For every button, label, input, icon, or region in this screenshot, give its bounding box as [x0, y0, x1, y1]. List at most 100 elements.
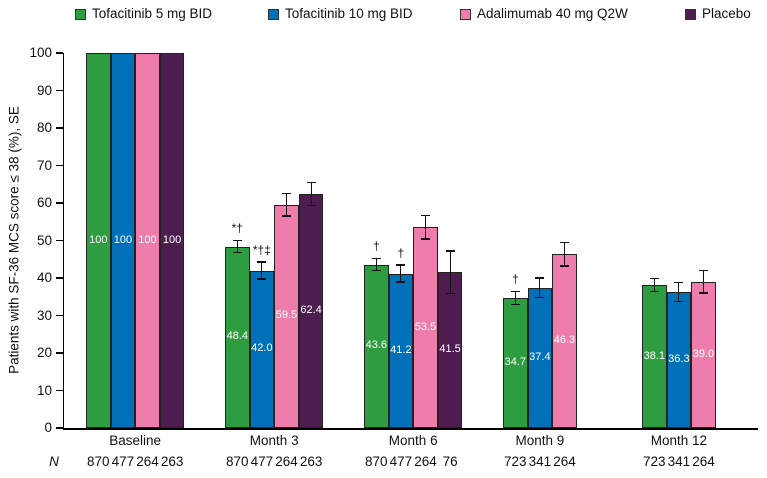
bar-value-label: 48.4 — [226, 330, 248, 343]
bar — [437, 272, 463, 428]
significance-annotation: † — [372, 239, 380, 254]
y-tick-label: 70 — [36, 157, 52, 173]
bar — [388, 273, 414, 428]
y-tick-mark — [56, 202, 63, 204]
bar — [298, 194, 324, 428]
error-bar-line — [653, 278, 655, 292]
n-value: 341 — [667, 454, 691, 469]
error-bar-line — [375, 258, 377, 271]
error-bar-line — [310, 182, 312, 206]
error-bar-cap-bottom — [232, 252, 242, 254]
error-bar-cap-bottom — [306, 204, 316, 206]
error-bar-cap-top — [560, 242, 569, 244]
y-tick-label: 90 — [36, 82, 52, 98]
bar-value-label: 41.2 — [390, 343, 412, 356]
bar — [86, 53, 111, 428]
error-bar-line — [678, 282, 680, 302]
error-bar-cap-top — [421, 215, 430, 217]
y-tick-mark — [56, 164, 63, 167]
error-bar-cap-top — [371, 257, 381, 259]
n-value: 264 — [414, 454, 437, 469]
error-bar-cap-bottom — [560, 265, 569, 267]
n-value: 477 — [111, 454, 135, 469]
bar-value-label: 53.5 — [414, 320, 437, 333]
y-tick-label: 20 — [36, 345, 52, 360]
y-tick-mark — [56, 239, 63, 242]
n-value: 723 — [504, 454, 527, 469]
n-value: 263 — [299, 454, 323, 469]
error-bar-cap-bottom — [421, 238, 430, 240]
error-bar-cap-top — [649, 277, 659, 280]
bar-value-label: 39.0 — [692, 347, 715, 360]
error-bar-cap-bottom — [257, 278, 267, 280]
x-axis-line — [62, 428, 758, 430]
significance-annotation: *† — [231, 221, 243, 236]
error-bar-line — [514, 291, 516, 305]
bar-value-label: 100 — [113, 233, 133, 246]
bar-value-label: 38.1 — [643, 349, 665, 362]
bar-value-label: 34.7 — [504, 355, 526, 368]
y-tick-mark — [56, 314, 63, 317]
error-bar-cap-top — [445, 250, 455, 252]
error-bar-line — [449, 251, 451, 294]
bar — [503, 297, 528, 428]
y-tick-mark — [56, 89, 63, 92]
y-tick-label: 30 — [36, 307, 52, 323]
significance-annotation: † — [511, 272, 519, 287]
error-bar-cap-top — [510, 290, 520, 292]
n-value: 477 — [250, 454, 274, 469]
bar-value-label: 43.6 — [365, 339, 387, 352]
bar-value-label: 62.4 — [300, 304, 322, 316]
error-bar-cap-bottom — [396, 281, 406, 283]
bar — [249, 270, 275, 428]
bar-value-label: 37.4 — [529, 350, 551, 363]
n-value: 263 — [160, 454, 184, 469]
n-value: 477 — [389, 454, 413, 469]
n-value: 870 — [365, 454, 388, 469]
bar — [642, 285, 667, 428]
y-tick-mark — [56, 52, 63, 54]
legend-label: Tofacitinib 10 mg BID — [285, 6, 413, 21]
error-bar-cap-top — [674, 281, 684, 283]
error-bar-cap-bottom — [649, 291, 659, 293]
x-category-label: Month 6 — [388, 433, 438, 448]
n-value: 870 — [226, 454, 249, 469]
legend-swatch-icon — [268, 9, 279, 20]
bar — [274, 204, 299, 428]
error-bar-line — [285, 193, 288, 217]
y-axis-line — [62, 53, 64, 428]
y-tick-label: 100 — [29, 45, 52, 60]
error-bar-line — [563, 242, 566, 266]
n-value: 264 — [553, 454, 576, 469]
bar-value-label: 36.3 — [668, 352, 690, 365]
error-bar-cap-top — [306, 182, 316, 184]
bar-value-label: 59.5 — [275, 309, 298, 322]
error-bar-cap-top — [282, 193, 291, 195]
error-bar-cap-bottom — [510, 303, 520, 306]
n-value: 264 — [692, 454, 715, 469]
n-row-label: N — [49, 454, 59, 469]
error-bar-cap-bottom — [674, 300, 684, 303]
legend-label: Adalimumab 40 mg Q2W — [477, 6, 628, 21]
bar — [135, 53, 160, 428]
legend-swatch-icon — [685, 9, 696, 20]
y-tick-mark — [56, 427, 63, 429]
error-bar-cap-bottom — [371, 270, 381, 272]
error-bar-line — [702, 270, 705, 293]
error-bar-line — [261, 261, 263, 280]
n-value: 341 — [528, 454, 552, 469]
bar — [159, 53, 185, 428]
legend-label: Tofacitinib 5 mg BID — [92, 6, 213, 21]
y-tick-mark — [56, 277, 63, 279]
x-category-label: Baseline — [109, 433, 162, 448]
significance-annotation: *†‡ — [252, 242, 271, 257]
y-tick-label: 80 — [36, 120, 52, 135]
y-tick-label: 50 — [36, 232, 52, 248]
legend-label: Placebo — [702, 6, 751, 21]
x-category-label: Month 12 — [650, 433, 708, 448]
error-bar-line — [424, 215, 427, 239]
y-tick-label: 60 — [36, 195, 52, 210]
significance-annotation: † — [397, 245, 405, 260]
error-bar-cap-top — [257, 261, 267, 263]
x-category-label: Month 3 — [249, 433, 299, 448]
